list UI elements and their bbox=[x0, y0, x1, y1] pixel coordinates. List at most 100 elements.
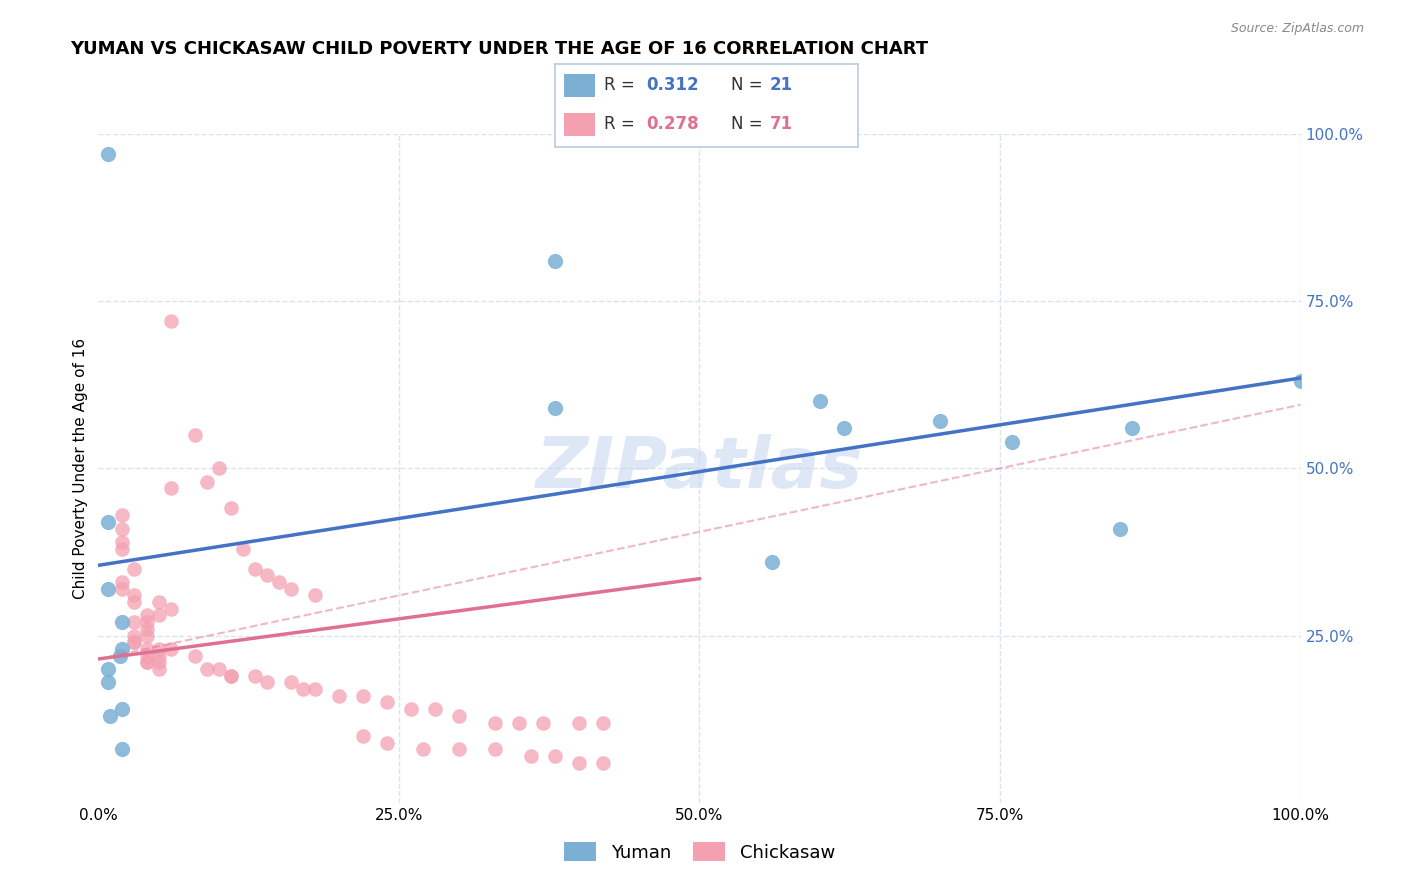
Point bbox=[291, 681, 314, 696]
Point bbox=[100, 708, 122, 723]
Point bbox=[243, 562, 266, 576]
Point bbox=[1001, 434, 1024, 449]
Point bbox=[256, 675, 278, 690]
Point bbox=[135, 615, 157, 630]
Point bbox=[195, 475, 218, 489]
Point bbox=[159, 482, 181, 496]
Point bbox=[412, 742, 434, 756]
Text: Source: ZipAtlas.com: Source: ZipAtlas.com bbox=[1230, 22, 1364, 36]
Point bbox=[447, 708, 470, 723]
Point bbox=[159, 642, 181, 657]
Point bbox=[111, 575, 134, 590]
Point bbox=[267, 575, 290, 590]
Point bbox=[195, 662, 218, 676]
Point bbox=[280, 675, 302, 690]
Point bbox=[135, 655, 157, 669]
Point bbox=[97, 582, 120, 596]
Point bbox=[111, 535, 134, 549]
Point bbox=[592, 715, 614, 730]
Point bbox=[544, 401, 567, 416]
Point bbox=[256, 568, 278, 582]
Point bbox=[148, 642, 170, 657]
Point bbox=[1289, 375, 1312, 389]
Point bbox=[135, 608, 157, 623]
Point bbox=[124, 595, 146, 609]
Point bbox=[447, 742, 470, 756]
Text: 0.278: 0.278 bbox=[647, 115, 699, 134]
Point bbox=[135, 655, 157, 669]
Point bbox=[111, 541, 134, 556]
Text: N =: N = bbox=[731, 77, 768, 95]
Point bbox=[243, 669, 266, 683]
Point bbox=[544, 749, 567, 764]
Point bbox=[520, 749, 543, 764]
Point bbox=[484, 742, 506, 756]
Point bbox=[304, 681, 326, 696]
Point bbox=[375, 696, 398, 710]
Point bbox=[1109, 521, 1132, 535]
Point bbox=[148, 662, 170, 676]
Text: N =: N = bbox=[731, 115, 768, 134]
Point bbox=[219, 669, 242, 683]
Point bbox=[375, 735, 398, 749]
Text: R =: R = bbox=[603, 77, 640, 95]
Point bbox=[808, 394, 831, 409]
Point bbox=[148, 595, 170, 609]
Point bbox=[111, 702, 134, 716]
Point bbox=[111, 508, 134, 523]
Point bbox=[484, 715, 506, 730]
Point bbox=[135, 628, 157, 642]
Point bbox=[97, 147, 120, 161]
Text: 71: 71 bbox=[770, 115, 793, 134]
Point bbox=[568, 756, 591, 770]
Point bbox=[304, 589, 326, 603]
Text: ZIPatlas: ZIPatlas bbox=[536, 434, 863, 503]
Point bbox=[111, 615, 134, 630]
Point bbox=[352, 729, 374, 743]
Point bbox=[352, 689, 374, 703]
Point bbox=[183, 428, 205, 442]
Legend: Yuman, Chickasaw: Yuman, Chickasaw bbox=[555, 833, 844, 871]
Point bbox=[423, 702, 446, 716]
Point bbox=[111, 642, 134, 657]
Point bbox=[328, 689, 350, 703]
Bar bbox=[564, 113, 595, 136]
Text: YUMAN VS CHICKASAW CHILD POVERTY UNDER THE AGE OF 16 CORRELATION CHART: YUMAN VS CHICKASAW CHILD POVERTY UNDER T… bbox=[70, 40, 928, 58]
Point bbox=[124, 635, 146, 649]
Point bbox=[208, 461, 231, 475]
Point bbox=[1121, 421, 1143, 435]
Point bbox=[97, 662, 120, 676]
Text: 0.312: 0.312 bbox=[647, 77, 699, 95]
Point bbox=[219, 501, 242, 516]
Point bbox=[399, 702, 422, 716]
Point bbox=[148, 655, 170, 669]
Point bbox=[97, 515, 120, 529]
Point bbox=[280, 582, 302, 596]
Point bbox=[183, 648, 205, 663]
Point bbox=[124, 615, 146, 630]
Point bbox=[124, 635, 146, 649]
Point bbox=[508, 715, 530, 730]
Text: R =: R = bbox=[603, 115, 640, 134]
Point bbox=[124, 589, 146, 603]
Y-axis label: Child Poverty Under the Age of 16: Child Poverty Under the Age of 16 bbox=[73, 338, 89, 599]
Point bbox=[135, 642, 157, 657]
Point bbox=[232, 541, 254, 556]
Point bbox=[111, 582, 134, 596]
Point bbox=[135, 622, 157, 636]
Bar bbox=[564, 74, 595, 97]
Point bbox=[148, 608, 170, 623]
Point bbox=[135, 648, 157, 663]
Point bbox=[761, 555, 783, 569]
Point bbox=[592, 756, 614, 770]
Point bbox=[832, 421, 855, 435]
Point bbox=[219, 669, 242, 683]
Point bbox=[111, 521, 134, 535]
Point bbox=[108, 648, 131, 663]
Point bbox=[531, 715, 554, 730]
Point bbox=[97, 675, 120, 690]
Point bbox=[208, 662, 231, 676]
Point bbox=[159, 602, 181, 616]
Text: 21: 21 bbox=[770, 77, 793, 95]
Point bbox=[928, 415, 950, 429]
